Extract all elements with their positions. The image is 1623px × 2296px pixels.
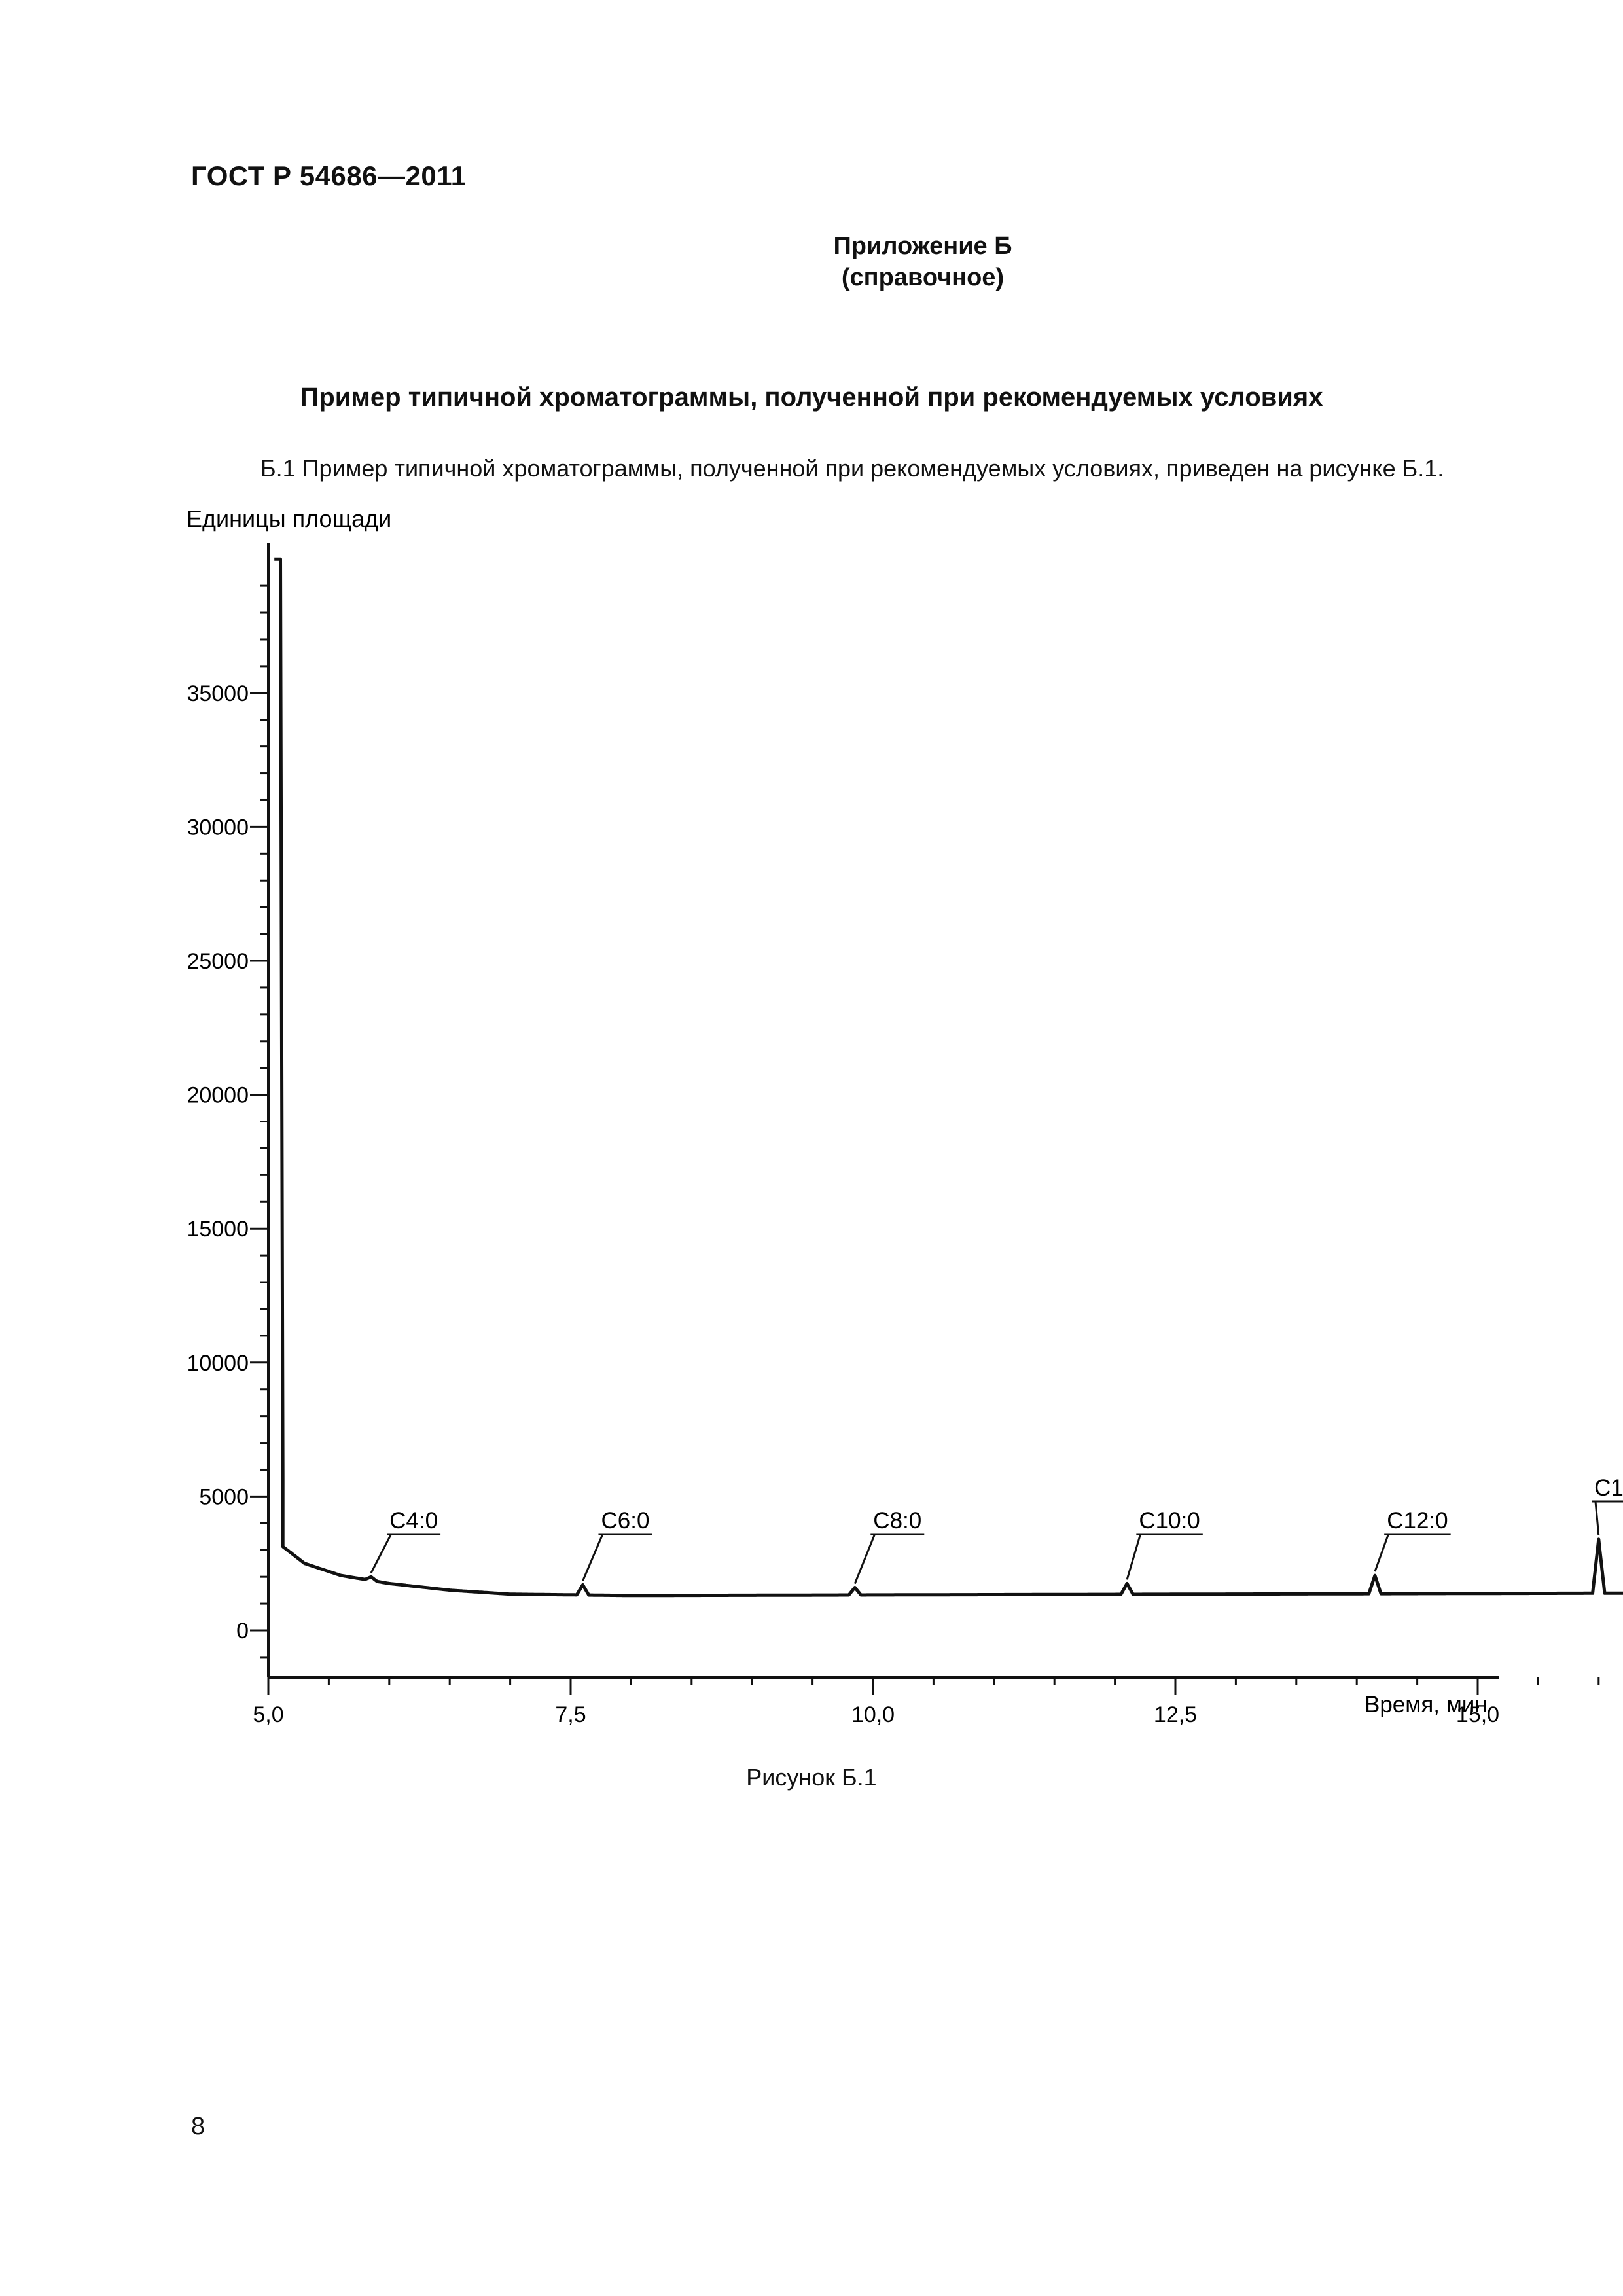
paragraph-b1: Б.1 Пример типичной хроматограммы, получ… — [260, 455, 1444, 482]
y-tick-label: 5000 — [199, 1484, 249, 1509]
peak-leader-line — [853, 1534, 876, 1585]
peak-leader-line — [1126, 1534, 1141, 1580]
y-tick-label: 35000 — [187, 681, 249, 706]
y-tick-label: 25000 — [187, 949, 249, 974]
peak-label: C14:0 — [1594, 1475, 1623, 1501]
annex-title: Приложение Б — [833, 232, 1012, 260]
peak-leader-line — [1374, 1534, 1389, 1572]
peak-label: C6:0 — [601, 1508, 650, 1534]
peak-label: C10:0 — [1139, 1508, 1200, 1534]
chromatogram-trace — [274, 557, 1623, 1598]
x-tick-label: 12,5 — [1154, 1702, 1197, 1727]
chart-axes: 0 5000 10000 15000 20000 25000 30000 35000 5,0 7,… — [187, 543, 1600, 1727]
page-number: 8 — [191, 2113, 205, 2140]
x-tick-label: 5,0 — [253, 1702, 283, 1727]
chromatogram-line — [274, 557, 1623, 1598]
figure-caption: Рисунок Б.1 — [746, 1764, 877, 1791]
x-tick-label: 10,0 — [851, 1702, 895, 1727]
x-axis-label: Время, мин — [1364, 1692, 1488, 1717]
annex-type: (справочное) — [841, 264, 1005, 291]
peak-labels: C4:0C6:0C8:0C10:0C12:0C14:0C16:0C17:0C18… — [370, 1475, 1623, 1585]
y-tick-label: 10000 — [187, 1351, 249, 1376]
section-heading: Пример типичной хроматограммы, полученно… — [300, 383, 1323, 412]
y-tick-label: 20000 — [187, 1083, 249, 1108]
peak-leader-line — [582, 1534, 603, 1582]
standard-number: ГОСТ Р 54686—2011 — [191, 160, 467, 191]
x-tick-label: 7,5 — [555, 1702, 586, 1727]
annex-title-block: Приложение Б (справочное) — [0, 230, 1623, 293]
peak-label: C12:0 — [1387, 1508, 1448, 1534]
y-axis-label: Единицы площади — [187, 505, 391, 532]
peak-label: C8:0 — [873, 1508, 921, 1534]
y-tick-label: 0 — [236, 1619, 249, 1643]
y-tick-label: 30000 — [187, 815, 249, 840]
x-tick-label: 15,0 — [1456, 1702, 1499, 1727]
peak-leader-line — [1594, 1501, 1600, 1536]
peak-label: C4:0 — [389, 1508, 438, 1534]
y-tick-label: 15000 — [187, 1217, 249, 1242]
peak-leader-line — [370, 1534, 392, 1573]
